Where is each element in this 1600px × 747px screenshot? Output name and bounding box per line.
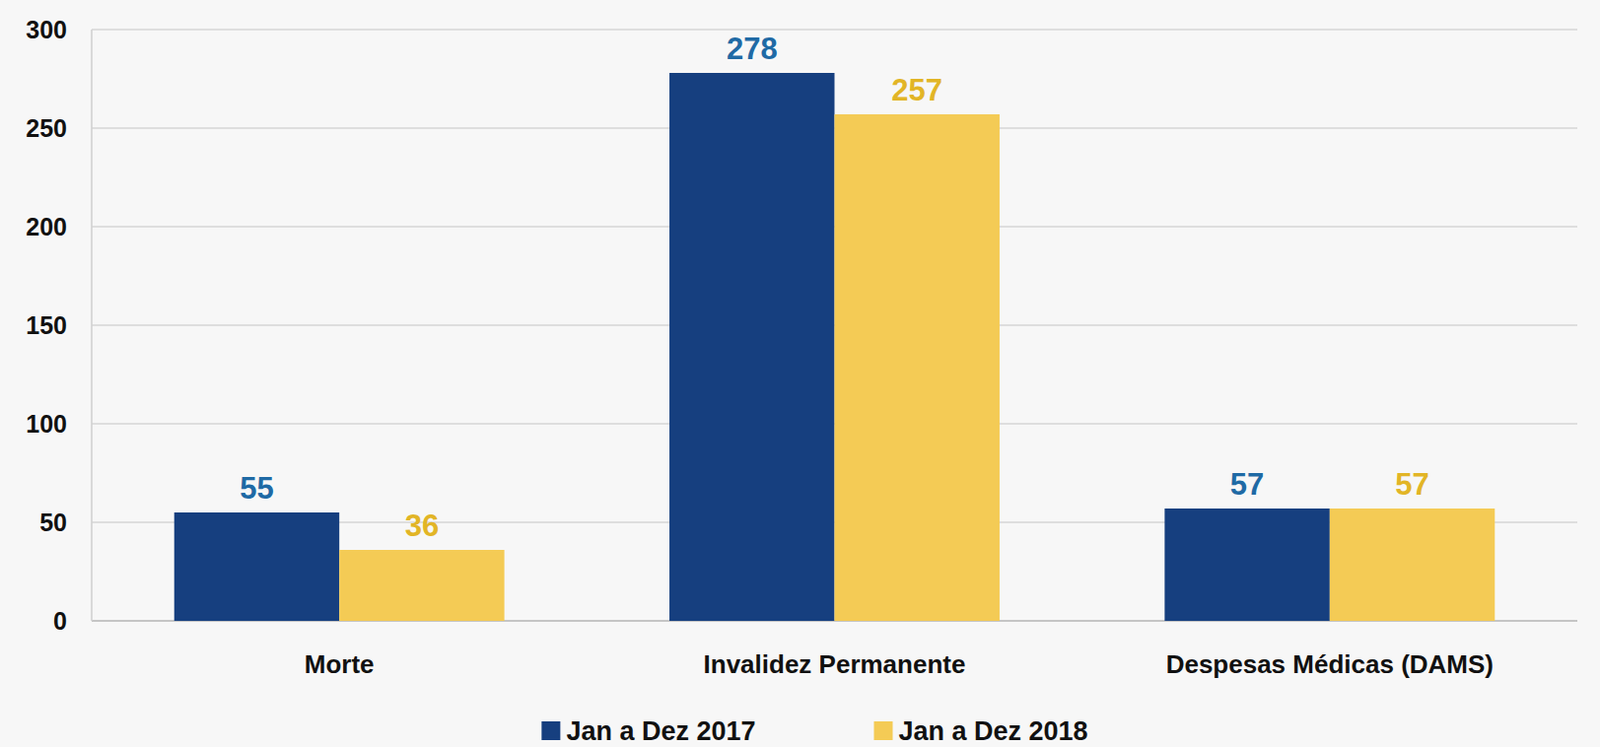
y-tick-label: 300 (25, 15, 68, 44)
data-label: 36 (405, 508, 439, 544)
bar (834, 114, 1000, 622)
bar (174, 512, 340, 622)
legend-label: Jan a Dez 2018 (899, 716, 1089, 747)
bar (1164, 508, 1329, 622)
y-tick-label: 50 (39, 508, 68, 537)
data-label: 55 (239, 471, 274, 506)
y-axis-line (90, 29, 93, 622)
x-tick-label: Morte (304, 649, 375, 680)
x-tick-label: Despesas Médicas (DAMS) (1166, 649, 1494, 680)
legend-swatch (541, 721, 560, 741)
y-tick-label: 0 (53, 607, 68, 635)
data-label: 278 (726, 31, 778, 67)
chart: 0 50 100 150 200 250 300 55 36 278 257 57 57 Morte Inv… (0, 0, 1600, 747)
x-tick-label: Invalidez Permanente (703, 649, 967, 680)
grid-line (91, 28, 1578, 31)
bars (174, 72, 1496, 622)
legend: Jan a Dez 2017 Jan a Dez 2018 (541, 716, 1088, 747)
y-tick-label: 100 (25, 410, 68, 438)
legend-label: Jan a Dez 2017 (565, 716, 756, 747)
y-tick-label: 250 (25, 114, 68, 142)
data-labels: 55 36 278 257 57 57 (239, 31, 1430, 544)
y-tick-label: 200 (25, 212, 68, 241)
bar (339, 550, 504, 622)
data-label: 57 (1230, 467, 1264, 502)
background (0, 0, 1600, 747)
legend-swatch (874, 721, 894, 741)
bar (669, 72, 835, 622)
bar (1329, 508, 1495, 622)
y-tick-label: 150 (25, 311, 68, 340)
data-label: 257 (891, 72, 943, 108)
data-label: 57 (1394, 467, 1429, 502)
